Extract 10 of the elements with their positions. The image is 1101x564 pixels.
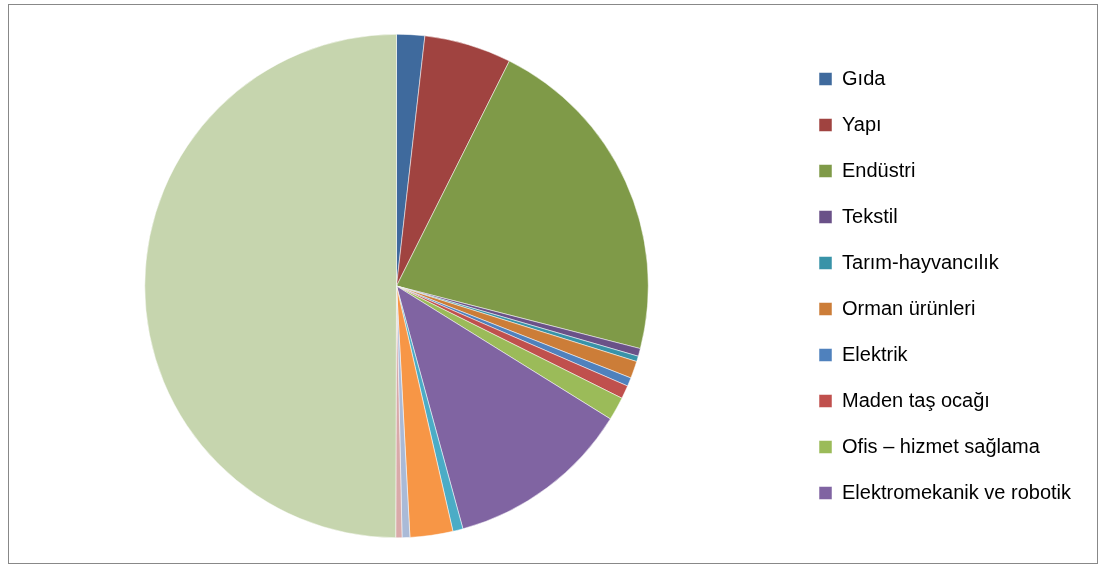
legend-label: Tekstil — [842, 204, 898, 227]
legend-label: Yapı — [842, 112, 882, 135]
legend-label: Endüstri — [842, 158, 916, 181]
legend-label: Orman ürünleri — [842, 296, 976, 319]
legend-label: Tarım-hayvancılık — [842, 250, 1000, 273]
legend-label: Gıda — [842, 66, 887, 89]
legend-label: Maden taş ocağı — [842, 388, 990, 411]
legend-label: Ofis – hizmet sağlama — [842, 434, 1041, 457]
legend-label: Elektrik — [842, 342, 909, 365]
legend-label: Elektromekanik ve robotik — [842, 480, 1072, 503]
